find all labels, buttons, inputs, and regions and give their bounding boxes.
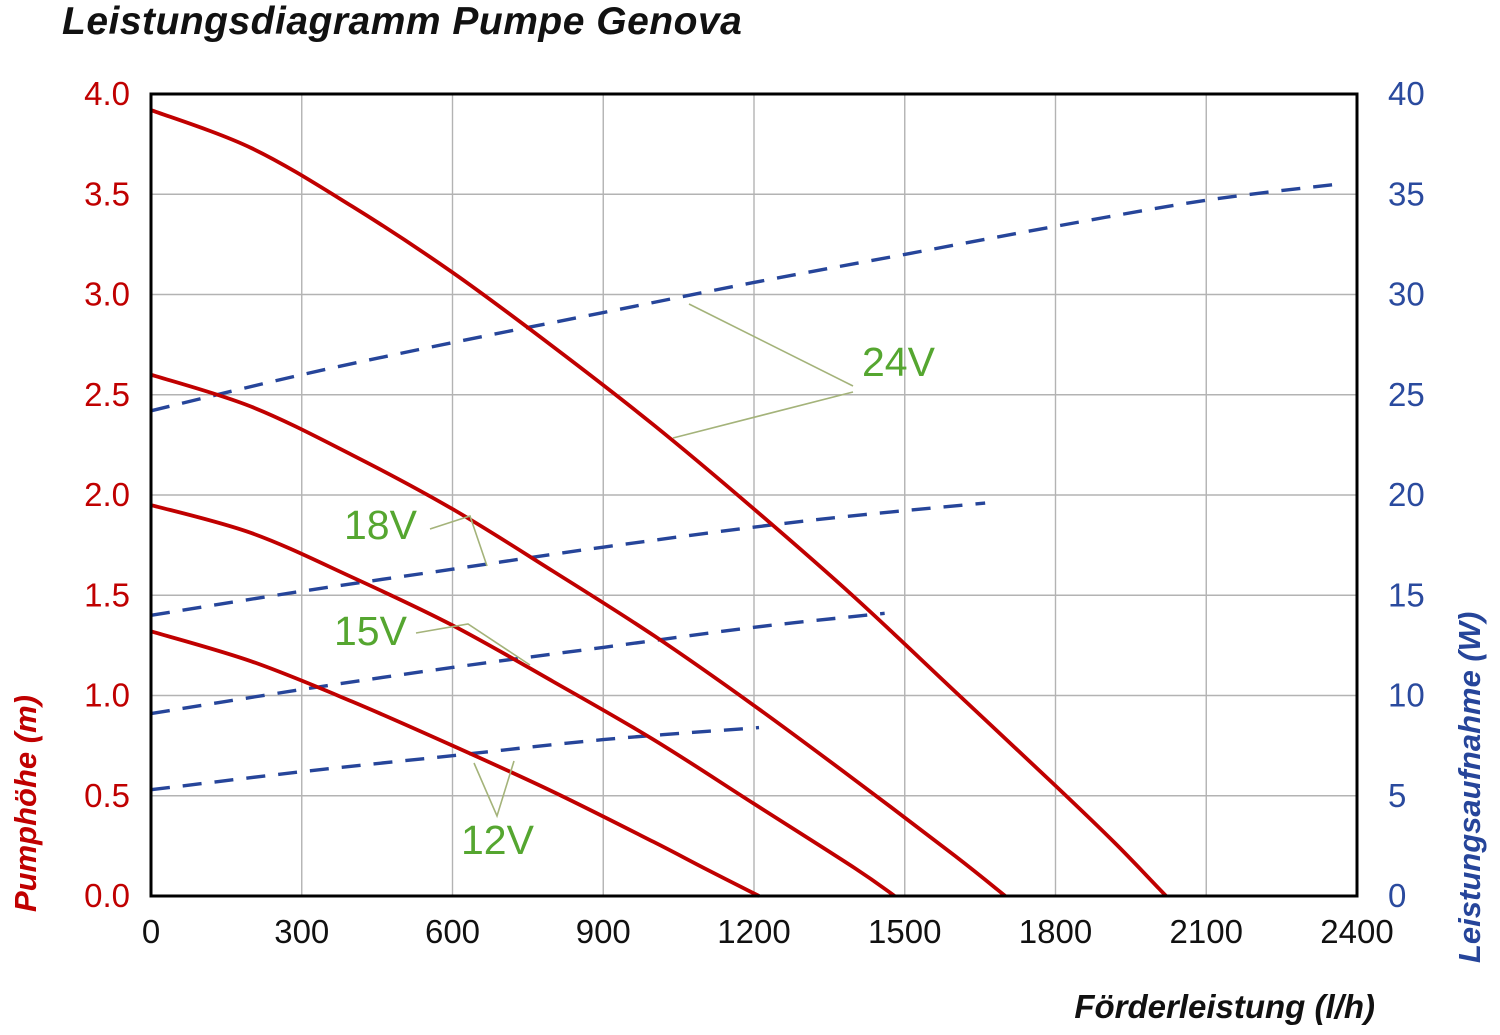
y-left-tick-label: 0.5 [84,777,130,814]
x-tick-label: 600 [425,913,480,950]
voltage-label-12v: 12V [461,817,534,863]
y-right-tick-label: 30 [1388,276,1425,313]
voltage-label-24v: 24V [862,339,935,385]
y-left-tick-label: 0.0 [84,877,130,914]
leader-line-18v [429,514,488,567]
curve-power-12v [150,725,760,792]
voltage-label-18v: 18V [344,502,417,548]
y-left-tick-label: 3.0 [84,276,130,313]
x-tick-label: 900 [576,913,631,950]
y-left-axis-title: Pumphöhe (m) [8,695,43,912]
x-tick-label: 1200 [717,913,790,950]
curve-head-24v [150,108,1168,898]
y-right-axis-title: Leistungsaufnahme (W) [1452,611,1487,963]
curve-power-24v [150,182,1338,413]
curve-head-18v [150,372,1007,898]
x-tick-label: 1500 [868,913,941,950]
curve-head-12v [150,629,760,898]
plot-border [149,92,1359,898]
y-left-tick-label: 2.0 [84,476,130,513]
y-left-tick-label: 3.5 [84,175,130,212]
x-tick-label: 2400 [1320,913,1393,950]
leader-line-24v [672,391,854,439]
y-right-tick-label: 40 [1388,75,1425,112]
y-left-tick-label: 1.5 [84,576,130,613]
curve-power-15v [150,611,885,716]
leader-line-15v [415,623,531,666]
y-right-tick-label: 0 [1388,877,1406,914]
voltage-label-15v: 15V [334,608,407,654]
chart-title: Leistungsdiagramm Pumpe Genova [62,0,743,43]
x-axis-title: Förderleistung (l/h) [1074,988,1375,1025]
y-right-tick-label: 20 [1388,476,1425,513]
y-right-tick-label: 15 [1388,576,1425,613]
y-left-tick-label: 4.0 [84,75,130,112]
y-right-tick-label: 10 [1388,677,1425,714]
y-left-tick-label: 2.5 [84,376,130,413]
curve-head-15v [150,503,896,898]
curve-power-18v [150,501,986,617]
leader-line-12v [473,760,515,819]
x-tick-label: 0 [142,913,160,950]
x-tick-label: 2100 [1170,913,1243,950]
y-left-tick-label: 1.0 [84,677,130,714]
x-tick-label: 1800 [1019,913,1092,950]
leader-line-24v [688,303,854,387]
y-right-tick-label: 25 [1388,376,1425,413]
x-tick-label: 300 [274,913,329,950]
y-right-tick-label: 35 [1388,175,1425,212]
y-right-tick-label: 5 [1388,777,1406,814]
